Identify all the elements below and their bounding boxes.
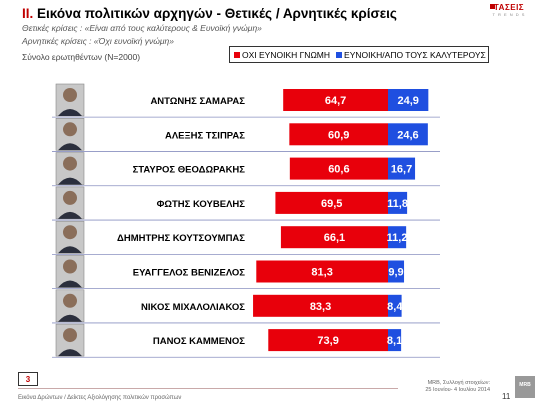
bar-negative-label: 64,7 bbox=[325, 95, 346, 107]
bar-negative bbox=[253, 294, 388, 317]
chart-legend: ΟΧΙ ΕΥΝΟΙΚΗ ΓΝΩΜΗ ΕΥΝΟΙΚΗ/ΑΠΟ ΤΟΥΣ ΚΑΛΥΤ… bbox=[229, 46, 489, 63]
avatar-suit-icon bbox=[58, 280, 82, 288]
bar-negative bbox=[268, 329, 388, 352]
avatar bbox=[55, 152, 85, 185]
bar-negative bbox=[275, 191, 388, 214]
avatar-suit-icon bbox=[58, 314, 82, 322]
avatar-head-icon bbox=[63, 156, 77, 171]
leader-name: ΕΥΑΓΓΕΛΟΣ ΒΕΝΙΖΕΛΟΣ bbox=[133, 268, 246, 279]
bar-positive bbox=[388, 329, 402, 352]
bar-positive bbox=[388, 260, 405, 283]
bar-positive-label: 8,1 bbox=[387, 335, 402, 347]
bar-negative-label: 69,5 bbox=[321, 198, 342, 210]
avatar bbox=[55, 220, 85, 254]
leader-name: ΑΛΕΞΗΣ ΤΣΙΠΡΑΣ bbox=[165, 130, 245, 141]
bar-negative-label: 60,9 bbox=[328, 129, 349, 141]
bar-negative-label: 66,1 bbox=[324, 232, 345, 244]
positive-note: Θετικές κρίσεις : «Είναι από τους καλύτε… bbox=[22, 23, 262, 33]
avatar-suit-icon bbox=[58, 349, 82, 357]
leader-name: ΦΩΤΗΣ ΚΟΥΒΕΛΗΣ bbox=[157, 199, 246, 210]
avatar-suit-icon bbox=[58, 246, 82, 254]
legend-swatch-positive bbox=[336, 51, 343, 58]
legend-swatch-negative bbox=[234, 51, 240, 58]
bar-positive bbox=[388, 157, 416, 180]
footer-divider bbox=[18, 388, 398, 389]
avatar-head-icon bbox=[63, 328, 77, 343]
slide-box-number: 3 bbox=[18, 372, 38, 386]
avatar-head-icon bbox=[63, 88, 77, 102]
avatar bbox=[55, 323, 85, 357]
legend-label-negative: ΟΧΙ ΕΥΝΟΙΚΗ ΓΝΩΜΗ bbox=[242, 49, 331, 60]
leader-name: ΑΝΤΩΝΗΣ ΣΑΜΑΡΑΣ bbox=[150, 96, 245, 107]
title-text: Εικόνα πολιτικών αρχηγών - Θετικές / Αρν… bbox=[37, 6, 397, 21]
bar-negative-label: 81,3 bbox=[311, 267, 332, 279]
bar-positive bbox=[388, 294, 402, 317]
avatar-head-icon bbox=[63, 190, 77, 205]
bar-negative bbox=[256, 260, 388, 283]
logo-sub: T R E N D S bbox=[492, 12, 526, 17]
bar-positive bbox=[388, 226, 407, 249]
avatar-head-icon bbox=[63, 122, 77, 137]
tasis-logo: ΤΑΣΕΙΣ T R E N D S bbox=[484, 3, 534, 23]
bar-positive-label: 11,8 bbox=[387, 198, 408, 210]
mrb-logo: MRB bbox=[515, 376, 535, 398]
leader-name: ΣΤΑΥΡΟΣ ΘΕΟΔΩΡΑΚΗΣ bbox=[133, 165, 246, 176]
legend-label-positive: ΕΥΝΟΙΚΗ/ΑΠΟ ΤΟΥΣ ΚΑΛΥΤΕΡΟΥΣ bbox=[344, 49, 486, 60]
footer-source-line2: 25 Ιουνίου- 4 Ιουλίου 2014 bbox=[425, 387, 490, 393]
bar-negative bbox=[280, 226, 388, 249]
leader-name: ΝΙΚΟΣ ΜΙΧΑΛΟΛΙΑΚΟΣ bbox=[141, 302, 245, 313]
mrb-logo-text: MRB bbox=[519, 382, 531, 388]
avatar-head-icon bbox=[63, 259, 77, 274]
footer-source: MRB, Συλλογή στοιχείων: 25 Ιουνίου- 4 Ιο… bbox=[395, 380, 490, 394]
bar-positive bbox=[388, 89, 429, 111]
avatar-head-icon bbox=[63, 225, 77, 240]
avatar bbox=[55, 255, 85, 288]
bar-negative-label: 83,3 bbox=[310, 301, 331, 313]
bar-positive-label: 8,4 bbox=[387, 301, 403, 313]
bar-positive-label: 16,7 bbox=[391, 164, 412, 176]
bar-negative-label: 60,6 bbox=[328, 164, 349, 176]
footer-source-line1: MRB, Συλλογή στοιχείων: bbox=[427, 380, 490, 386]
footer-caption: Εικόνα Δρώντων / Δείκτες Αξιολόγησης πολ… bbox=[18, 395, 182, 401]
logo-mark: ΤΑΣΕΙΣ bbox=[493, 3, 525, 12]
page-title: ΙΙ. Εικόνα πολιτικών αρχηγών - Θετικές /… bbox=[22, 6, 397, 21]
avatar-suit-icon bbox=[58, 211, 82, 219]
sample-size: Σύνολο ερωτηθέντων (N=2000) bbox=[22, 52, 141, 62]
avatar bbox=[55, 118, 85, 151]
bar-positive bbox=[388, 191, 408, 214]
bar-positive-label: 24,9 bbox=[397, 95, 418, 107]
legend-item-negative: ΟΧΙ ΕΥΝΟΙΚΗ ΓΝΩΜΗ bbox=[234, 50, 330, 60]
avatar-suit-icon bbox=[58, 109, 82, 116]
avatar-suit-icon bbox=[58, 143, 82, 151]
page-number: 11 bbox=[502, 392, 511, 401]
section-number: ΙΙ. bbox=[22, 6, 34, 21]
avatar-suit-icon bbox=[58, 177, 82, 185]
logo-flag-icon bbox=[490, 4, 495, 9]
leader-name: ΔΗΜΗΤΡΗΣ ΚΟΥΤΣΟΥΜΠΑΣ bbox=[117, 233, 245, 244]
bar-positive-label: 9,9 bbox=[388, 267, 403, 279]
bar-negative bbox=[289, 157, 388, 180]
avatar bbox=[55, 186, 85, 220]
bar-positive-label: 11,2 bbox=[387, 232, 408, 244]
bar-positive bbox=[388, 123, 428, 146]
avatar bbox=[55, 83, 85, 117]
avatar-head-icon bbox=[63, 293, 77, 308]
bar-negative-label: 73,9 bbox=[317, 335, 338, 347]
legend-item-positive: ΕΥΝΟΙΚΗ/ΑΠΟ ΤΟΥΣ ΚΑΛΥΤΕΡΟΥΣ bbox=[336, 50, 486, 60]
bar-negative bbox=[289, 123, 388, 146]
negative-note: Αρνητικές κρίσεις : «Όχι ευνοϊκή γνώμη» bbox=[22, 36, 174, 46]
avatar bbox=[55, 289, 85, 323]
bar-negative bbox=[283, 89, 388, 111]
bar-positive-label: 24,6 bbox=[397, 129, 418, 141]
leader-name: ΠΑΝΟΣ ΚΑΜΜΕΝΟΣ bbox=[153, 336, 245, 347]
